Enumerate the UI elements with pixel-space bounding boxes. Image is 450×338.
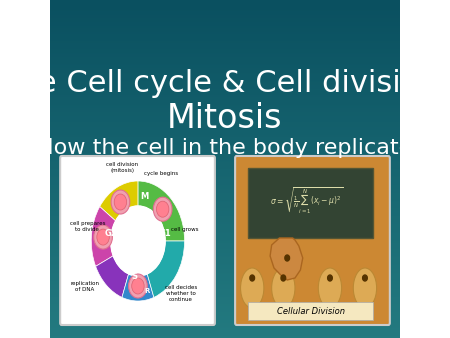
Text: R: R [144, 288, 150, 294]
Ellipse shape [318, 268, 342, 308]
Text: The Cell cycle & Cell division:: The Cell cycle & Cell division: [0, 69, 450, 97]
Wedge shape [96, 256, 129, 297]
FancyBboxPatch shape [235, 156, 390, 325]
Bar [248, 302, 373, 320]
Circle shape [129, 274, 147, 298]
Wedge shape [138, 181, 184, 241]
Circle shape [94, 225, 112, 249]
Text: How the cell in the body replicate: How the cell in the body replicate [37, 138, 413, 158]
Text: cycle begins: cycle begins [144, 171, 178, 176]
Text: G2: G2 [104, 229, 117, 238]
Text: $\sigma = \sqrt{\frac{1}{N}\sum_{i=1}^{N}(x_i - \mu)^2}$: $\sigma = \sqrt{\frac{1}{N}\sum_{i=1}^{N… [270, 185, 343, 215]
Text: replication
of DNA: replication of DNA [71, 281, 99, 292]
Circle shape [114, 194, 126, 210]
Text: G1: G1 [159, 229, 171, 238]
Wedge shape [91, 207, 116, 266]
Circle shape [111, 190, 130, 214]
Circle shape [153, 197, 172, 221]
Circle shape [250, 275, 255, 281]
Text: Mitosis: Mitosis [167, 101, 283, 135]
Wedge shape [122, 274, 154, 301]
Polygon shape [270, 238, 303, 280]
Text: M: M [140, 192, 148, 201]
Circle shape [157, 201, 169, 217]
Text: cell division
(mitosis): cell division (mitosis) [106, 162, 139, 173]
Wedge shape [100, 181, 138, 221]
Circle shape [363, 275, 367, 281]
Text: cell decides
whether to
continue: cell decides whether to continue [165, 285, 197, 302]
Circle shape [97, 229, 109, 245]
Ellipse shape [272, 268, 295, 308]
Ellipse shape [241, 268, 264, 308]
Text: S: S [131, 272, 137, 281]
Circle shape [281, 275, 286, 281]
Ellipse shape [353, 268, 377, 308]
FancyBboxPatch shape [60, 156, 215, 325]
Text: cell grows: cell grows [171, 227, 198, 232]
Text: cell prepares
to divide: cell prepares to divide [70, 221, 105, 232]
Wedge shape [147, 241, 184, 297]
Circle shape [132, 278, 144, 294]
Circle shape [285, 255, 289, 261]
Text: Cellular Division: Cellular Division [276, 307, 345, 315]
Bar [248, 168, 373, 238]
Circle shape [111, 206, 165, 276]
Circle shape [328, 275, 332, 281]
